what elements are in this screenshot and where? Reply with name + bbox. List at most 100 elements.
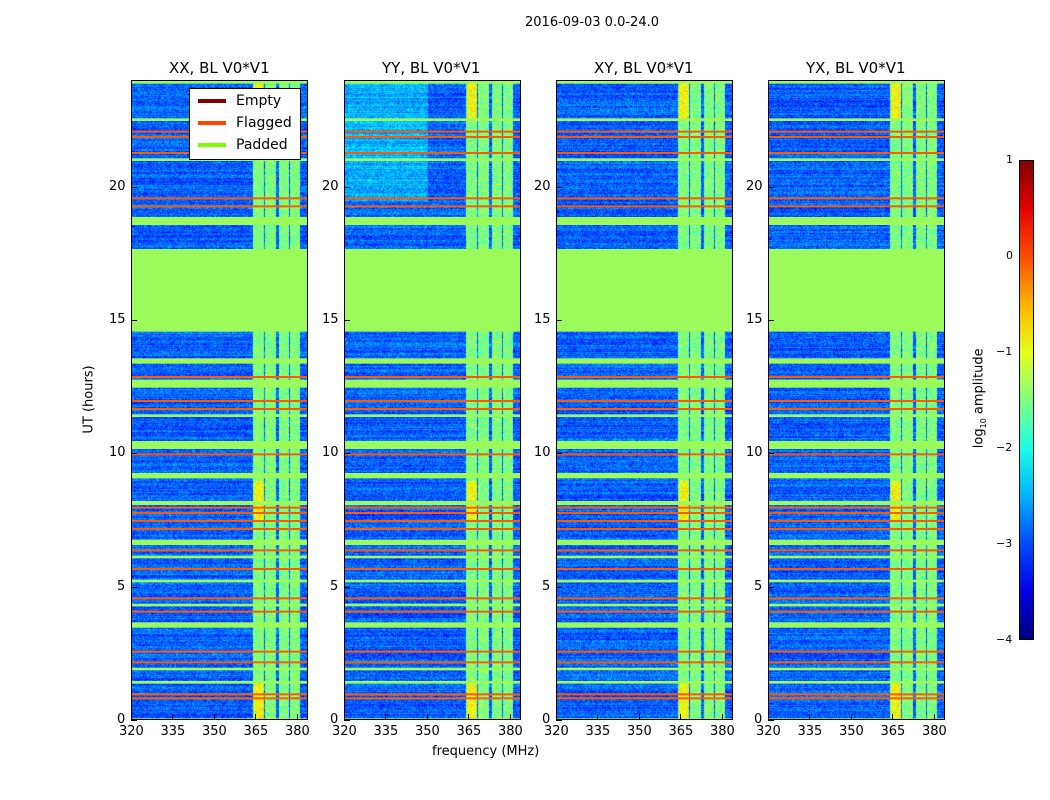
flagged-line: [345, 130, 520, 133]
y-tick: [344, 453, 350, 455]
padded-band: [769, 681, 944, 684]
x-tick: [638, 714, 640, 720]
padded-band: [557, 118, 732, 121]
legend-label: Flagged: [236, 115, 292, 131]
padded-band: [132, 681, 307, 684]
flagged-line: [557, 130, 732, 133]
padded-band: [345, 603, 520, 607]
flagged-line: [345, 205, 520, 208]
y-tick: [768, 453, 774, 455]
x-tick-label: 380: [284, 724, 310, 739]
x-tick-label: 365: [243, 724, 269, 739]
y-tick-label: 15: [534, 312, 551, 327]
y-tick: [131, 586, 137, 588]
flagged-line: [769, 549, 944, 552]
x-tick-label: 335: [373, 724, 399, 739]
colorbar-tick-label: −2: [996, 441, 1013, 454]
padded-band: [769, 379, 944, 388]
x-tick-label: 365: [668, 724, 694, 739]
padded-band: [557, 81, 732, 84]
flagged-line: [557, 693, 732, 696]
x-tick-label: 350: [838, 724, 864, 739]
legend-label: Empty: [236, 93, 282, 109]
padded-band: [557, 473, 732, 479]
flagged-line: [769, 152, 944, 154]
padded-band: [345, 81, 520, 84]
y-tick: [556, 586, 562, 588]
padded-band: [769, 555, 944, 559]
colorbar-tick-label: 1: [1006, 153, 1013, 166]
padded-band: [132, 249, 307, 332]
x-tick: [344, 714, 345, 720]
padded-band: [345, 667, 520, 671]
y-tick-label: 5: [542, 578, 551, 594]
flagged-line: [769, 528, 944, 530]
padded-band: [769, 667, 944, 671]
flagged-line: [132, 610, 307, 613]
padded-band: [557, 667, 732, 671]
panel-title: YY, BL V0*V1: [382, 59, 481, 77]
y-tick-label: 0: [754, 712, 763, 727]
legend-entry-padded: Padded: [198, 135, 288, 155]
x-tick-label: 335: [160, 724, 186, 739]
flagged-line: [557, 136, 732, 138]
panel-title: XY, BL V0*V1: [594, 59, 694, 77]
panel-title: YX, BL V0*V1: [806, 59, 906, 77]
padded-band: [132, 667, 307, 671]
padded-band: [345, 473, 520, 479]
flagged-line: [557, 697, 732, 700]
x-tick: [468, 714, 470, 720]
padded-band: [345, 622, 520, 628]
flagged-line: [557, 152, 732, 154]
y-tick-label: 0: [542, 712, 551, 727]
y-tick-label: 20: [322, 178, 339, 194]
flagged-line: [132, 197, 307, 200]
padded-band: [345, 718, 520, 719]
flagged-line: [557, 568, 732, 570]
flagged-line: [557, 400, 732, 402]
padded-band: [769, 622, 944, 628]
flagged-line: [769, 661, 944, 664]
x-tick: [296, 714, 298, 720]
y-tick-label: 20: [534, 178, 551, 194]
y-tick: [344, 186, 350, 188]
heatmap-panel-1: [344, 80, 521, 720]
flagged-line: [769, 597, 944, 600]
flagged-line: [345, 136, 520, 138]
padded-band: [132, 217, 307, 225]
padded-band: [132, 603, 307, 607]
y-tick-label: 20: [109, 178, 126, 194]
flagged-line: [132, 693, 307, 696]
padded-band: [557, 603, 732, 607]
legend-label: Padded: [236, 137, 288, 153]
flagged-line: [132, 512, 307, 514]
padded-band: [557, 414, 732, 417]
padded-band: [557, 539, 732, 545]
flagged-line: [132, 528, 307, 530]
x-tick-label: 380: [709, 724, 735, 739]
y-tick: [131, 453, 137, 455]
y-tick-label: 5: [330, 578, 339, 594]
flagged-line: [769, 136, 944, 138]
padded-band: [345, 539, 520, 545]
x-tick: [509, 714, 511, 720]
y-tick-label: 5: [117, 578, 126, 594]
legend-swatch: [198, 121, 226, 125]
flagged-line: [769, 610, 944, 613]
flagged-line: [557, 197, 732, 200]
colorbar: [1019, 160, 1034, 640]
x-tick: [385, 714, 387, 720]
y-tick: [344, 586, 350, 588]
y-tick: [556, 320, 562, 321]
flagged-line: [132, 408, 307, 410]
flagged-line: [345, 610, 520, 613]
x-tick: [809, 714, 811, 720]
y-axis-label: UT (hours): [81, 365, 97, 434]
flagged-line: [557, 528, 732, 530]
x-tick: [131, 714, 132, 720]
flagged-line: [345, 152, 520, 154]
x-tick-label: 320: [544, 724, 569, 739]
padded-band: [132, 441, 307, 449]
flagged-line: [345, 376, 520, 378]
flagged-line: [345, 597, 520, 600]
